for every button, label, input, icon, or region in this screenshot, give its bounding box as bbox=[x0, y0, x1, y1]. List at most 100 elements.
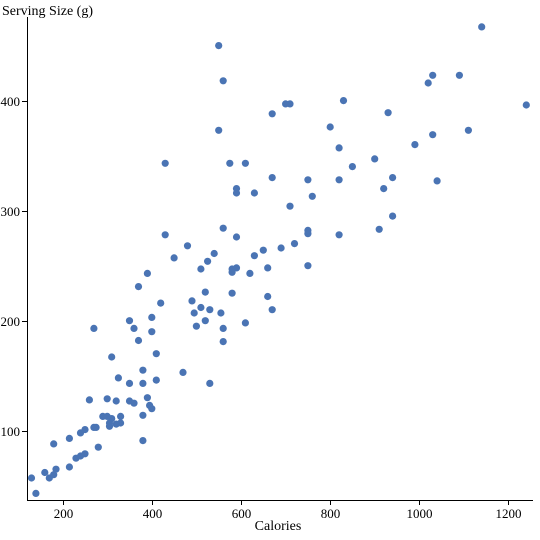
data-point bbox=[241, 159, 249, 167]
data-point bbox=[268, 110, 276, 118]
data-point bbox=[108, 353, 116, 361]
data-point bbox=[134, 283, 143, 291]
data-point bbox=[157, 299, 165, 307]
data-point bbox=[219, 324, 227, 332]
data-point bbox=[246, 269, 254, 277]
data-point bbox=[335, 144, 343, 152]
data-point bbox=[190, 309, 198, 317]
data-point bbox=[179, 368, 187, 376]
axes bbox=[27, 17, 533, 501]
data-point bbox=[90, 324, 98, 332]
data-point bbox=[108, 415, 116, 423]
y-tick-label: 100 bbox=[1, 424, 21, 439]
data-point bbox=[335, 176, 343, 184]
data-point bbox=[197, 303, 205, 312]
data-point bbox=[148, 328, 156, 336]
data-point bbox=[192, 322, 200, 330]
data-point bbox=[268, 306, 276, 314]
data-point bbox=[148, 313, 156, 321]
data-point bbox=[217, 309, 225, 317]
data-point bbox=[277, 244, 285, 252]
data-point bbox=[348, 163, 356, 171]
data-point bbox=[226, 159, 234, 167]
data-point bbox=[143, 394, 151, 402]
data-point bbox=[228, 268, 236, 276]
x-ticks: 200 400 600 800 1000 1200 bbox=[54, 500, 522, 521]
y-tick-label: 300 bbox=[1, 204, 21, 219]
data-point bbox=[522, 101, 530, 109]
data-point bbox=[429, 131, 437, 139]
data-point bbox=[201, 288, 209, 296]
data-point bbox=[384, 109, 392, 117]
data-point bbox=[27, 474, 36, 482]
data-point bbox=[286, 100, 294, 108]
y-ticks: 100 200 300 400 bbox=[1, 94, 27, 439]
data-point bbox=[148, 405, 156, 413]
data-point bbox=[139, 411, 147, 419]
data-point bbox=[375, 225, 383, 233]
x-axis-title: Calories bbox=[255, 519, 302, 534]
data-point bbox=[215, 126, 223, 134]
data-point bbox=[117, 419, 125, 427]
data-point bbox=[134, 336, 143, 345]
data-point bbox=[326, 123, 334, 131]
y-tick-label: 400 bbox=[1, 94, 21, 109]
data-point bbox=[170, 254, 178, 262]
data-point bbox=[380, 185, 388, 193]
data-point bbox=[210, 249, 218, 258]
data-point bbox=[197, 265, 205, 273]
data-point bbox=[433, 177, 441, 185]
data-point bbox=[152, 350, 160, 358]
data-point bbox=[304, 230, 312, 238]
data-point bbox=[411, 141, 419, 149]
data-point bbox=[232, 233, 241, 241]
data-point bbox=[204, 257, 212, 265]
data-point bbox=[52, 465, 60, 473]
data-point bbox=[228, 289, 236, 297]
data-point bbox=[152, 376, 160, 384]
data-point bbox=[206, 306, 214, 314]
data-point bbox=[215, 42, 223, 50]
data-point bbox=[219, 224, 227, 232]
data-point bbox=[232, 264, 241, 272]
data-point bbox=[188, 297, 196, 305]
data-point bbox=[232, 189, 241, 197]
y-tick-label: 200 bbox=[1, 314, 21, 329]
x-tick-label: 800 bbox=[321, 506, 341, 521]
data-point bbox=[125, 379, 134, 387]
data-point bbox=[103, 395, 111, 403]
data-point bbox=[85, 396, 93, 404]
data-point bbox=[65, 434, 73, 442]
data-point bbox=[464, 126, 472, 134]
data-point bbox=[335, 231, 343, 239]
data-point bbox=[429, 71, 437, 79]
data-point bbox=[286, 202, 294, 210]
data-point bbox=[290, 240, 299, 248]
data-point bbox=[114, 374, 122, 382]
data-point bbox=[183, 242, 192, 250]
data-point bbox=[50, 440, 58, 448]
data-point bbox=[81, 426, 89, 434]
data-point bbox=[206, 379, 214, 387]
x-tick-label: 200 bbox=[54, 506, 74, 521]
y-axis-title: Serving Size (g) bbox=[2, 4, 93, 19]
data-point bbox=[139, 366, 147, 374]
data-point bbox=[259, 246, 267, 254]
data-point bbox=[41, 468, 49, 477]
data-point bbox=[308, 192, 316, 200]
data-point bbox=[92, 423, 100, 431]
x-tick-label: 1000 bbox=[407, 506, 433, 521]
data-point bbox=[139, 437, 147, 445]
data-point bbox=[117, 412, 125, 420]
data-point bbox=[65, 463, 73, 471]
data-point bbox=[424, 79, 432, 87]
data-point bbox=[50, 471, 58, 479]
data-point bbox=[143, 269, 151, 277]
data-point bbox=[304, 262, 312, 270]
data-point bbox=[161, 231, 169, 239]
data-point bbox=[125, 317, 134, 325]
data-point bbox=[161, 159, 169, 167]
data-point bbox=[241, 319, 249, 327]
data-point bbox=[304, 176, 312, 184]
